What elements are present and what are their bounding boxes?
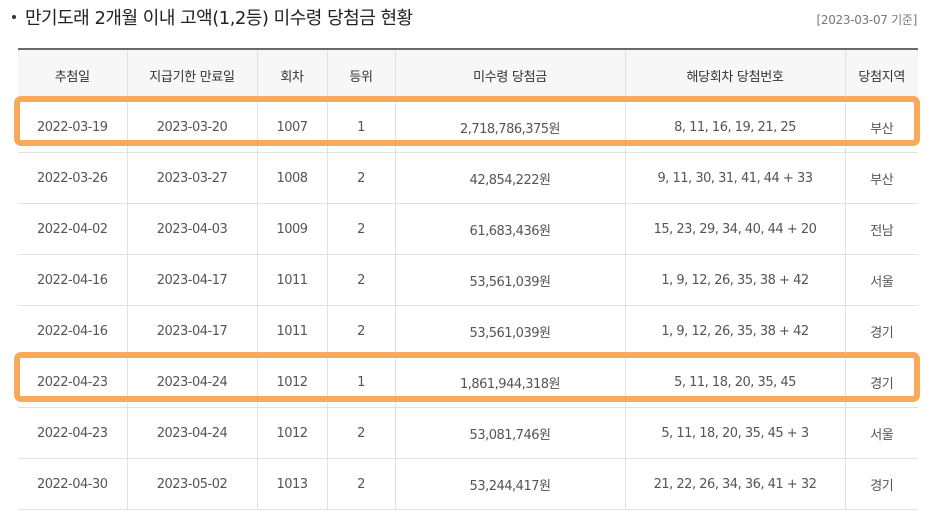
cell-expiry-date: 2023-04-17 [126, 254, 258, 306]
unclaimed-prize-table-container: 추첨일 지급기한 만료일 회차 등위 미수령 당첨금 해당회차 당첨번호 당첨지… [18, 48, 918, 510]
cell-round: 1011 [256, 305, 328, 357]
table-row: 2022-04-16 2023-04-17 1011 2 53,561,039원… [18, 254, 918, 306]
cell-round: 1012 [256, 407, 328, 459]
cell-rank: 2 [326, 305, 396, 357]
cell-rank: 2 [326, 254, 396, 306]
column-header-rank: 등위 [326, 49, 396, 102]
section-title-text: 만기도래 2개월 이내 고액(1,2등) 미수령 당첨금 현황 [25, 8, 413, 29]
table-row: 2022-04-02 2023-04-03 1009 2 61,683,436원… [18, 203, 918, 255]
column-header-round: 회차 [256, 49, 328, 102]
cell-amount: 53,561,039원 [394, 305, 626, 357]
column-header-unclaimed-amount: 미수령 당첨금 [394, 49, 626, 102]
table-row: 2022-04-30 2023-05-02 1013 2 53,244,417원… [18, 458, 918, 510]
cell-winning-numbers: 15, 23, 29, 34, 40, 44 + 20 [624, 203, 846, 255]
cell-expiry-date: 2023-03-27 [126, 152, 258, 204]
cell-rank: 2 [326, 407, 396, 459]
cell-expiry-date: 2023-03-20 [126, 101, 258, 153]
cell-round: 1013 [256, 458, 328, 510]
cell-amount: 42,854,222원 [394, 152, 626, 204]
cell-winning-numbers: 9, 11, 30, 31, 41, 44 + 33 [624, 152, 846, 204]
cell-rank: 1 [326, 101, 396, 153]
cell-rank: 1 [326, 356, 396, 408]
section-header: 만기도래 2개월 이내 고액(1,2등) 미수령 당첨금 현황 [2023-03… [0, 0, 931, 44]
table-row: 2022-03-19 2023-03-20 1007 1 2,718,786,3… [18, 101, 918, 153]
cell-rank: 2 [326, 203, 396, 255]
table-header-row: 추첨일 지급기한 만료일 회차 등위 미수령 당첨금 해당회차 당첨번호 당첨지… [18, 49, 918, 102]
cell-region: 경기 [844, 305, 918, 357]
cell-winning-numbers: 5, 11, 18, 20, 35, 45 + 3 [624, 407, 846, 459]
cell-rank: 2 [326, 458, 396, 510]
cell-winning-numbers: 5, 11, 18, 20, 35, 45 [624, 356, 846, 408]
column-header-draw-date: 추첨일 [18, 49, 128, 102]
cell-rank: 2 [326, 152, 396, 204]
cell-region: 부산 [844, 152, 918, 204]
cell-round: 1009 [256, 203, 328, 255]
bullet-icon [12, 15, 16, 19]
cell-region: 전남 [844, 203, 918, 255]
cell-draw-date: 2022-03-26 [18, 152, 128, 204]
cell-amount: 2,718,786,375원 [394, 101, 626, 153]
cell-round: 1012 [256, 356, 328, 408]
cell-amount: 61,683,436원 [394, 203, 626, 255]
table-row: 2022-04-16 2023-04-17 1011 2 53,561,039원… [18, 305, 918, 357]
cell-draw-date: 2022-04-16 [18, 305, 128, 357]
as-of-date: [2023-03-07 기준] [816, 13, 918, 27]
cell-winning-numbers: 8, 11, 16, 19, 21, 25 [624, 101, 846, 153]
cell-draw-date: 2022-04-16 [18, 254, 128, 306]
cell-amount: 1,861,944,318원 [394, 356, 626, 408]
column-header-winning-numbers: 해당회차 당첨번호 [624, 49, 846, 102]
cell-draw-date: 2022-04-23 [18, 356, 128, 408]
cell-expiry-date: 2023-04-24 [126, 356, 258, 408]
cell-winning-numbers: 1, 9, 12, 26, 35, 38 + 42 [624, 254, 846, 306]
column-header-region: 당첨지역 [844, 49, 918, 102]
cell-expiry-date: 2023-04-17 [126, 305, 258, 357]
section-title: 만기도래 2개월 이내 고액(1,2등) 미수령 당첨금 현황 [12, 4, 413, 30]
unclaimed-prize-table: 추첨일 지급기한 만료일 회차 등위 미수령 당첨금 해당회차 당첨번호 당첨지… [18, 48, 918, 510]
column-header-expiry-date: 지급기한 만료일 [126, 49, 258, 102]
cell-draw-date: 2022-04-30 [18, 458, 128, 510]
cell-expiry-date: 2023-05-02 [126, 458, 258, 510]
cell-amount: 53,244,417원 [394, 458, 626, 510]
cell-expiry-date: 2023-04-24 [126, 407, 258, 459]
cell-round: 1008 [256, 152, 328, 204]
cell-draw-date: 2022-04-23 [18, 407, 128, 459]
table-row: 2022-04-23 2023-04-24 1012 2 53,081,746원… [18, 407, 918, 459]
cell-region: 부산 [844, 101, 918, 153]
cell-region: 경기 [844, 356, 918, 408]
cell-region: 서울 [844, 254, 918, 306]
table-row: 2022-04-23 2023-04-24 1012 1 1,861,944,3… [18, 356, 918, 408]
cell-draw-date: 2022-03-19 [18, 101, 128, 153]
cell-winning-numbers: 1, 9, 12, 26, 35, 38 + 42 [624, 305, 846, 357]
cell-round: 1011 [256, 254, 328, 306]
cell-region: 경기 [844, 458, 918, 510]
cell-winning-numbers: 21, 22, 26, 34, 36, 41 + 32 [624, 458, 846, 510]
table-row: 2022-03-26 2023-03-27 1008 2 42,854,222원… [18, 152, 918, 204]
cell-region: 서울 [844, 407, 918, 459]
cell-expiry-date: 2023-04-03 [126, 203, 258, 255]
cell-amount: 53,081,746원 [394, 407, 626, 459]
cell-round: 1007 [256, 101, 328, 153]
cell-amount: 53,561,039원 [394, 254, 626, 306]
cell-draw-date: 2022-04-02 [18, 203, 128, 255]
